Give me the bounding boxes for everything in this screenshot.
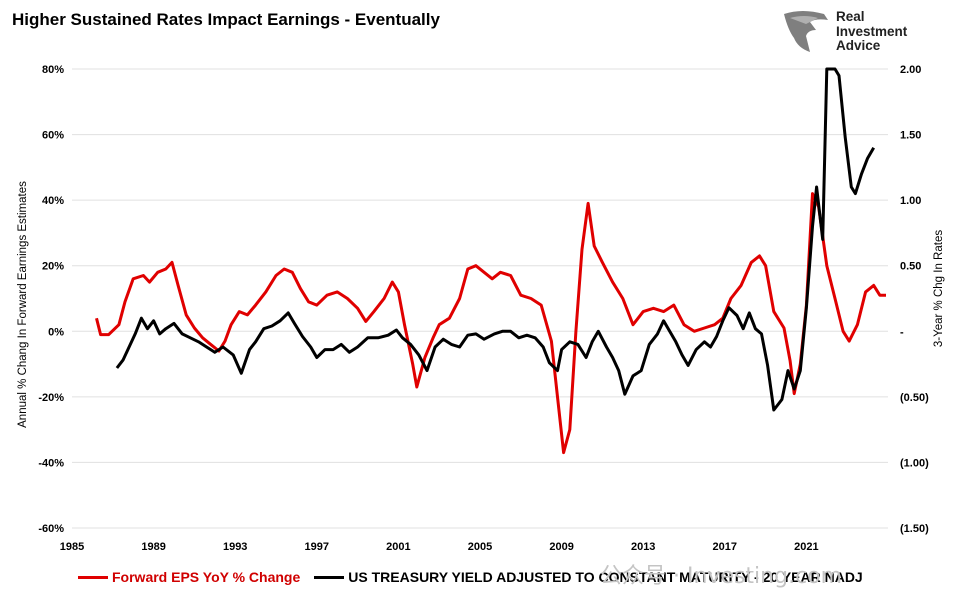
chart-title: Higher Sustained Rates Impact Earnings -… xyxy=(12,10,440,29)
x-tick-label: 2017 xyxy=(713,541,737,553)
y-tick-label: 80% xyxy=(42,64,64,76)
x-tick-label: 1993 xyxy=(223,541,247,553)
series-line-rates xyxy=(115,67,875,412)
y2-tick-label: (1.50) xyxy=(900,523,929,535)
brand-logo: Real Investment Advice xyxy=(780,8,930,60)
x-tick-label: 1985 xyxy=(60,541,84,553)
y2-tick-label: 2.00 xyxy=(900,64,921,76)
y-tick-label: 60% xyxy=(42,130,64,142)
brand-line-2: Investment xyxy=(836,23,908,39)
x-tick-label: 2021 xyxy=(794,541,818,553)
y2-axis-title: 3-Year % Chg In Rates xyxy=(933,230,945,347)
chart-legend: Forward EPS YoY % Change US TREASURY YIE… xyxy=(78,569,877,585)
y2-tick-label: - xyxy=(900,326,904,338)
y-axis-title: Annual % Chang In Forward Earnings Estim… xyxy=(17,181,29,428)
legend-swatch-rates xyxy=(314,575,345,579)
y2-tick-label: (0.50) xyxy=(900,392,929,404)
y-tick-label: -60% xyxy=(38,523,64,535)
y-tick-label: -40% xyxy=(38,457,64,469)
legend-item-eps: Forward EPS YoY % Change xyxy=(78,569,300,585)
legend-label-rates: US TREASURY YIELD ADJUSTED TO CONSTANT M… xyxy=(348,569,863,585)
x-tick-label: 2001 xyxy=(386,541,410,553)
x-tick-label: 1997 xyxy=(305,541,329,553)
series-line-eps xyxy=(95,192,886,455)
y-tick-label: 0% xyxy=(48,326,64,338)
y-tick-label: 20% xyxy=(42,261,64,273)
y2-tick-label: 1.00 xyxy=(900,195,921,207)
x-tick-label: 2009 xyxy=(549,541,573,553)
brand-line-3: Advice xyxy=(836,38,881,53)
x-tick-label: 2013 xyxy=(631,541,655,553)
brand-line-1: Real xyxy=(836,9,865,24)
y2-tick-label: 0.50 xyxy=(900,261,921,273)
y-tick-label: 40% xyxy=(42,195,64,207)
brand-name: Real Investment Advice xyxy=(836,9,908,54)
y2-tick-label: 1.50 xyxy=(900,130,921,142)
x-tick-label: 1989 xyxy=(141,541,165,553)
legend-swatch-eps xyxy=(78,575,108,579)
y-tick-label: -20% xyxy=(38,392,64,404)
y2-tick-label: (1.00) xyxy=(900,457,929,469)
x-tick-label: 2005 xyxy=(468,541,492,553)
legend-item-rates: US TREASURY YIELD ADJUSTED TO CONSTANT M… xyxy=(314,569,863,585)
legend-label-eps: Forward EPS YoY % Change xyxy=(112,569,301,585)
watermark: 公众号 · Investing.com xyxy=(600,564,843,589)
eagle-head-logo-icon xyxy=(784,11,828,52)
